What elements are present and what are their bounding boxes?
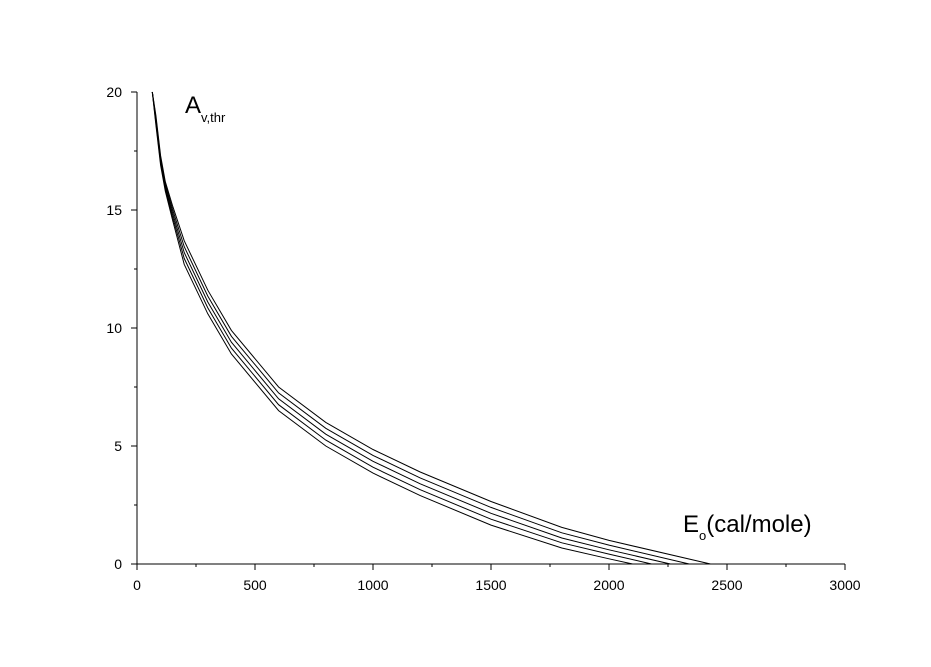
y-axis-title-main: A (185, 92, 201, 119)
y-tick-label: 0 (114, 556, 122, 572)
y-tick-label: 5 (114, 438, 122, 454)
x-axis-title: Eo(cal/mole) (683, 511, 812, 543)
x-axis-title-rest: (cal/mole) (706, 511, 811, 538)
x-axis-title-main: E (683, 511, 699, 538)
x-tick-label: 1500 (475, 577, 506, 593)
y-axis-title: Av,thr (185, 92, 226, 125)
x-axis-title-sub: o (699, 528, 706, 543)
x-tick-label: 1000 (357, 577, 388, 593)
x-tick-label: 2500 (711, 577, 742, 593)
series-line-2 (151, 91, 652, 565)
y-axis-title-sub: v,thr (201, 110, 226, 125)
y-ticks: 0 5 10 15 20 (106, 84, 137, 572)
x-ticks: 0 500 1000 1500 2000 2500 3000 (133, 564, 861, 593)
series-line-1 (151, 91, 633, 565)
x-tick-label: 3000 (829, 577, 860, 593)
series-line-5 (151, 91, 711, 565)
y-tick-label: 20 (106, 84, 122, 100)
x-tick-label: 2000 (593, 577, 624, 593)
curves (151, 91, 711, 565)
x-tick-label: 0 (133, 577, 141, 593)
y-tick-label: 15 (106, 202, 122, 218)
series-line-4 (151, 91, 690, 565)
x-tick-label: 500 (243, 577, 267, 593)
y-tick-label: 10 (106, 320, 122, 336)
